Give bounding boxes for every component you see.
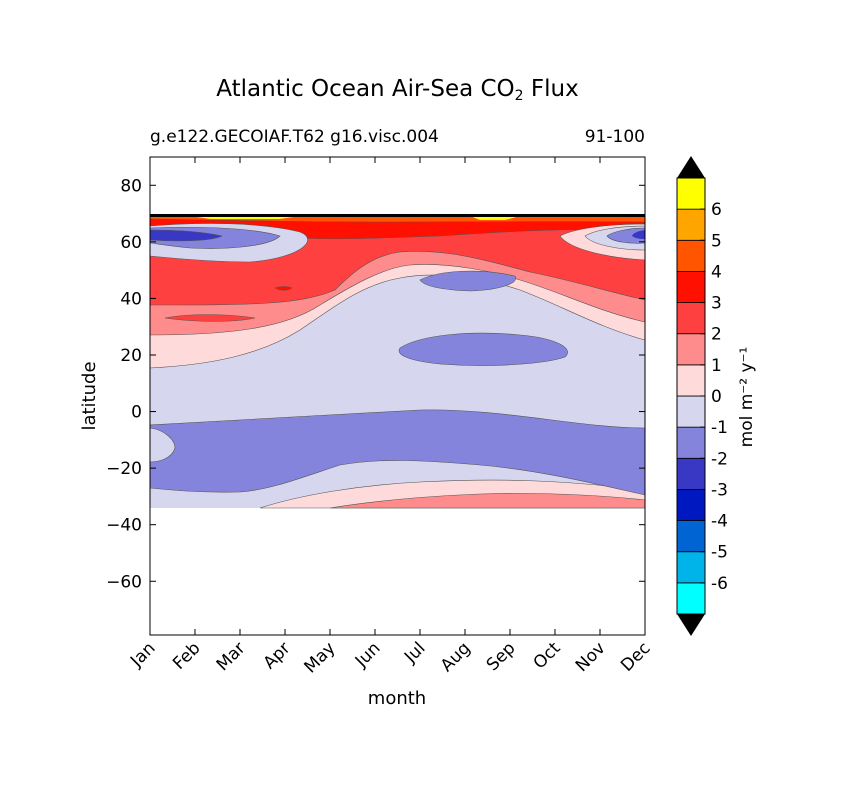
year-range-label: 91-100 (584, 127, 645, 147)
colorbar-label: mol m⁻² y⁻¹ (737, 347, 757, 448)
colorbar-tick-label: 4 (711, 262, 722, 282)
colorbar-segment (676, 271, 706, 303)
colorbar-extend-bottom (677, 614, 705, 636)
contour-summer-blue-subtrop (398, 332, 568, 366)
colorbar-tick-label: -3 (711, 480, 728, 500)
colorbar-tick-label: 2 (711, 325, 722, 345)
x-tick-label: Jun (351, 638, 385, 672)
colorbar-segment (676, 582, 706, 615)
colorbar-segment (676, 333, 706, 366)
contour-summer-blue-north (419, 270, 517, 292)
y-tick-label: 60 (120, 233, 142, 253)
y-tick-label: 80 (120, 176, 142, 196)
contour-red-island-2 (274, 286, 293, 291)
colorbar-segment (676, 395, 706, 428)
contour-ne-dark (632, 230, 645, 239)
y-tick-label: −20 (106, 459, 142, 479)
colorbar-tick-label: 5 (711, 231, 722, 251)
x-tick-label: Aug (437, 638, 475, 676)
x-tick-label: Nov (572, 638, 610, 676)
colorbar-segment (676, 489, 706, 521)
contour-south-white-patch (150, 427, 176, 463)
colorbar: 6 5 4 3 2 1 0 -1 -2 -3 -4 -5 -6 (676, 156, 728, 636)
colorbar-segment (676, 302, 706, 335)
colorbar-segment (676, 426, 706, 459)
colorbar-segment (676, 364, 706, 397)
y-tick-label: −40 (106, 516, 142, 536)
chart-title: Atlantic Ocean Air-Sea CO2 Flux (216, 76, 579, 104)
x-tick-label: May (301, 638, 340, 677)
y-tick-label: 20 (120, 346, 142, 366)
colorbar-tick-label: 1 (711, 356, 722, 376)
y-axis-label: latitude (79, 361, 100, 430)
plot-frame (149, 156, 646, 636)
contour-ne-mid (606, 227, 645, 244)
y-tick-label: −60 (106, 572, 142, 592)
colorbar-segment (676, 208, 706, 241)
contour-south-red (329, 493, 645, 509)
y-tick-label: 0 (131, 403, 142, 423)
colorbar-segment (676, 551, 706, 584)
colorbar-tick-label: -6 (711, 574, 728, 594)
contour-red-island (164, 314, 256, 322)
colorbar-tick-label: -4 (711, 512, 728, 532)
y-tick-label: 40 (120, 289, 142, 309)
x-tick-label: Jan (126, 638, 159, 671)
x-axis-label: month (368, 688, 426, 709)
colorbar-tick-label: -2 (711, 449, 728, 469)
x-tick-label: Mar (213, 638, 250, 675)
contour-fills (150, 214, 645, 509)
x-tick-label: Oct (530, 638, 565, 673)
colorbar-extend-top (677, 156, 705, 178)
colorbar-segment (676, 239, 706, 272)
run-id-label: g.e122.GECOIAF.T62 g16.visc.004 (150, 127, 439, 147)
colorbar-tick-label: 3 (711, 294, 722, 314)
colorbar-tick-label: -1 (711, 418, 728, 438)
x-tick-label: Feb (169, 638, 204, 673)
colorbar-tick-label: -5 (711, 543, 728, 563)
colorbar-tick-label: 0 (711, 387, 722, 407)
y-axis: 80 60 40 20 0 −20 −40 −60 (106, 176, 645, 592)
colorbar-segment (676, 457, 706, 490)
colorbar-segment (676, 177, 706, 210)
contour-nw-dark (150, 229, 223, 242)
colorbar-segment (676, 520, 706, 553)
x-tick-label: Sep (483, 638, 520, 675)
contour-top-cap (150, 214, 645, 217)
colorbar-tick-label: 6 (711, 200, 722, 220)
x-tick-label: Apr (260, 638, 295, 673)
contour-south-blue (150, 409, 645, 496)
x-tick-label: Jul (400, 638, 429, 667)
x-tick-label: Dec (617, 638, 654, 675)
